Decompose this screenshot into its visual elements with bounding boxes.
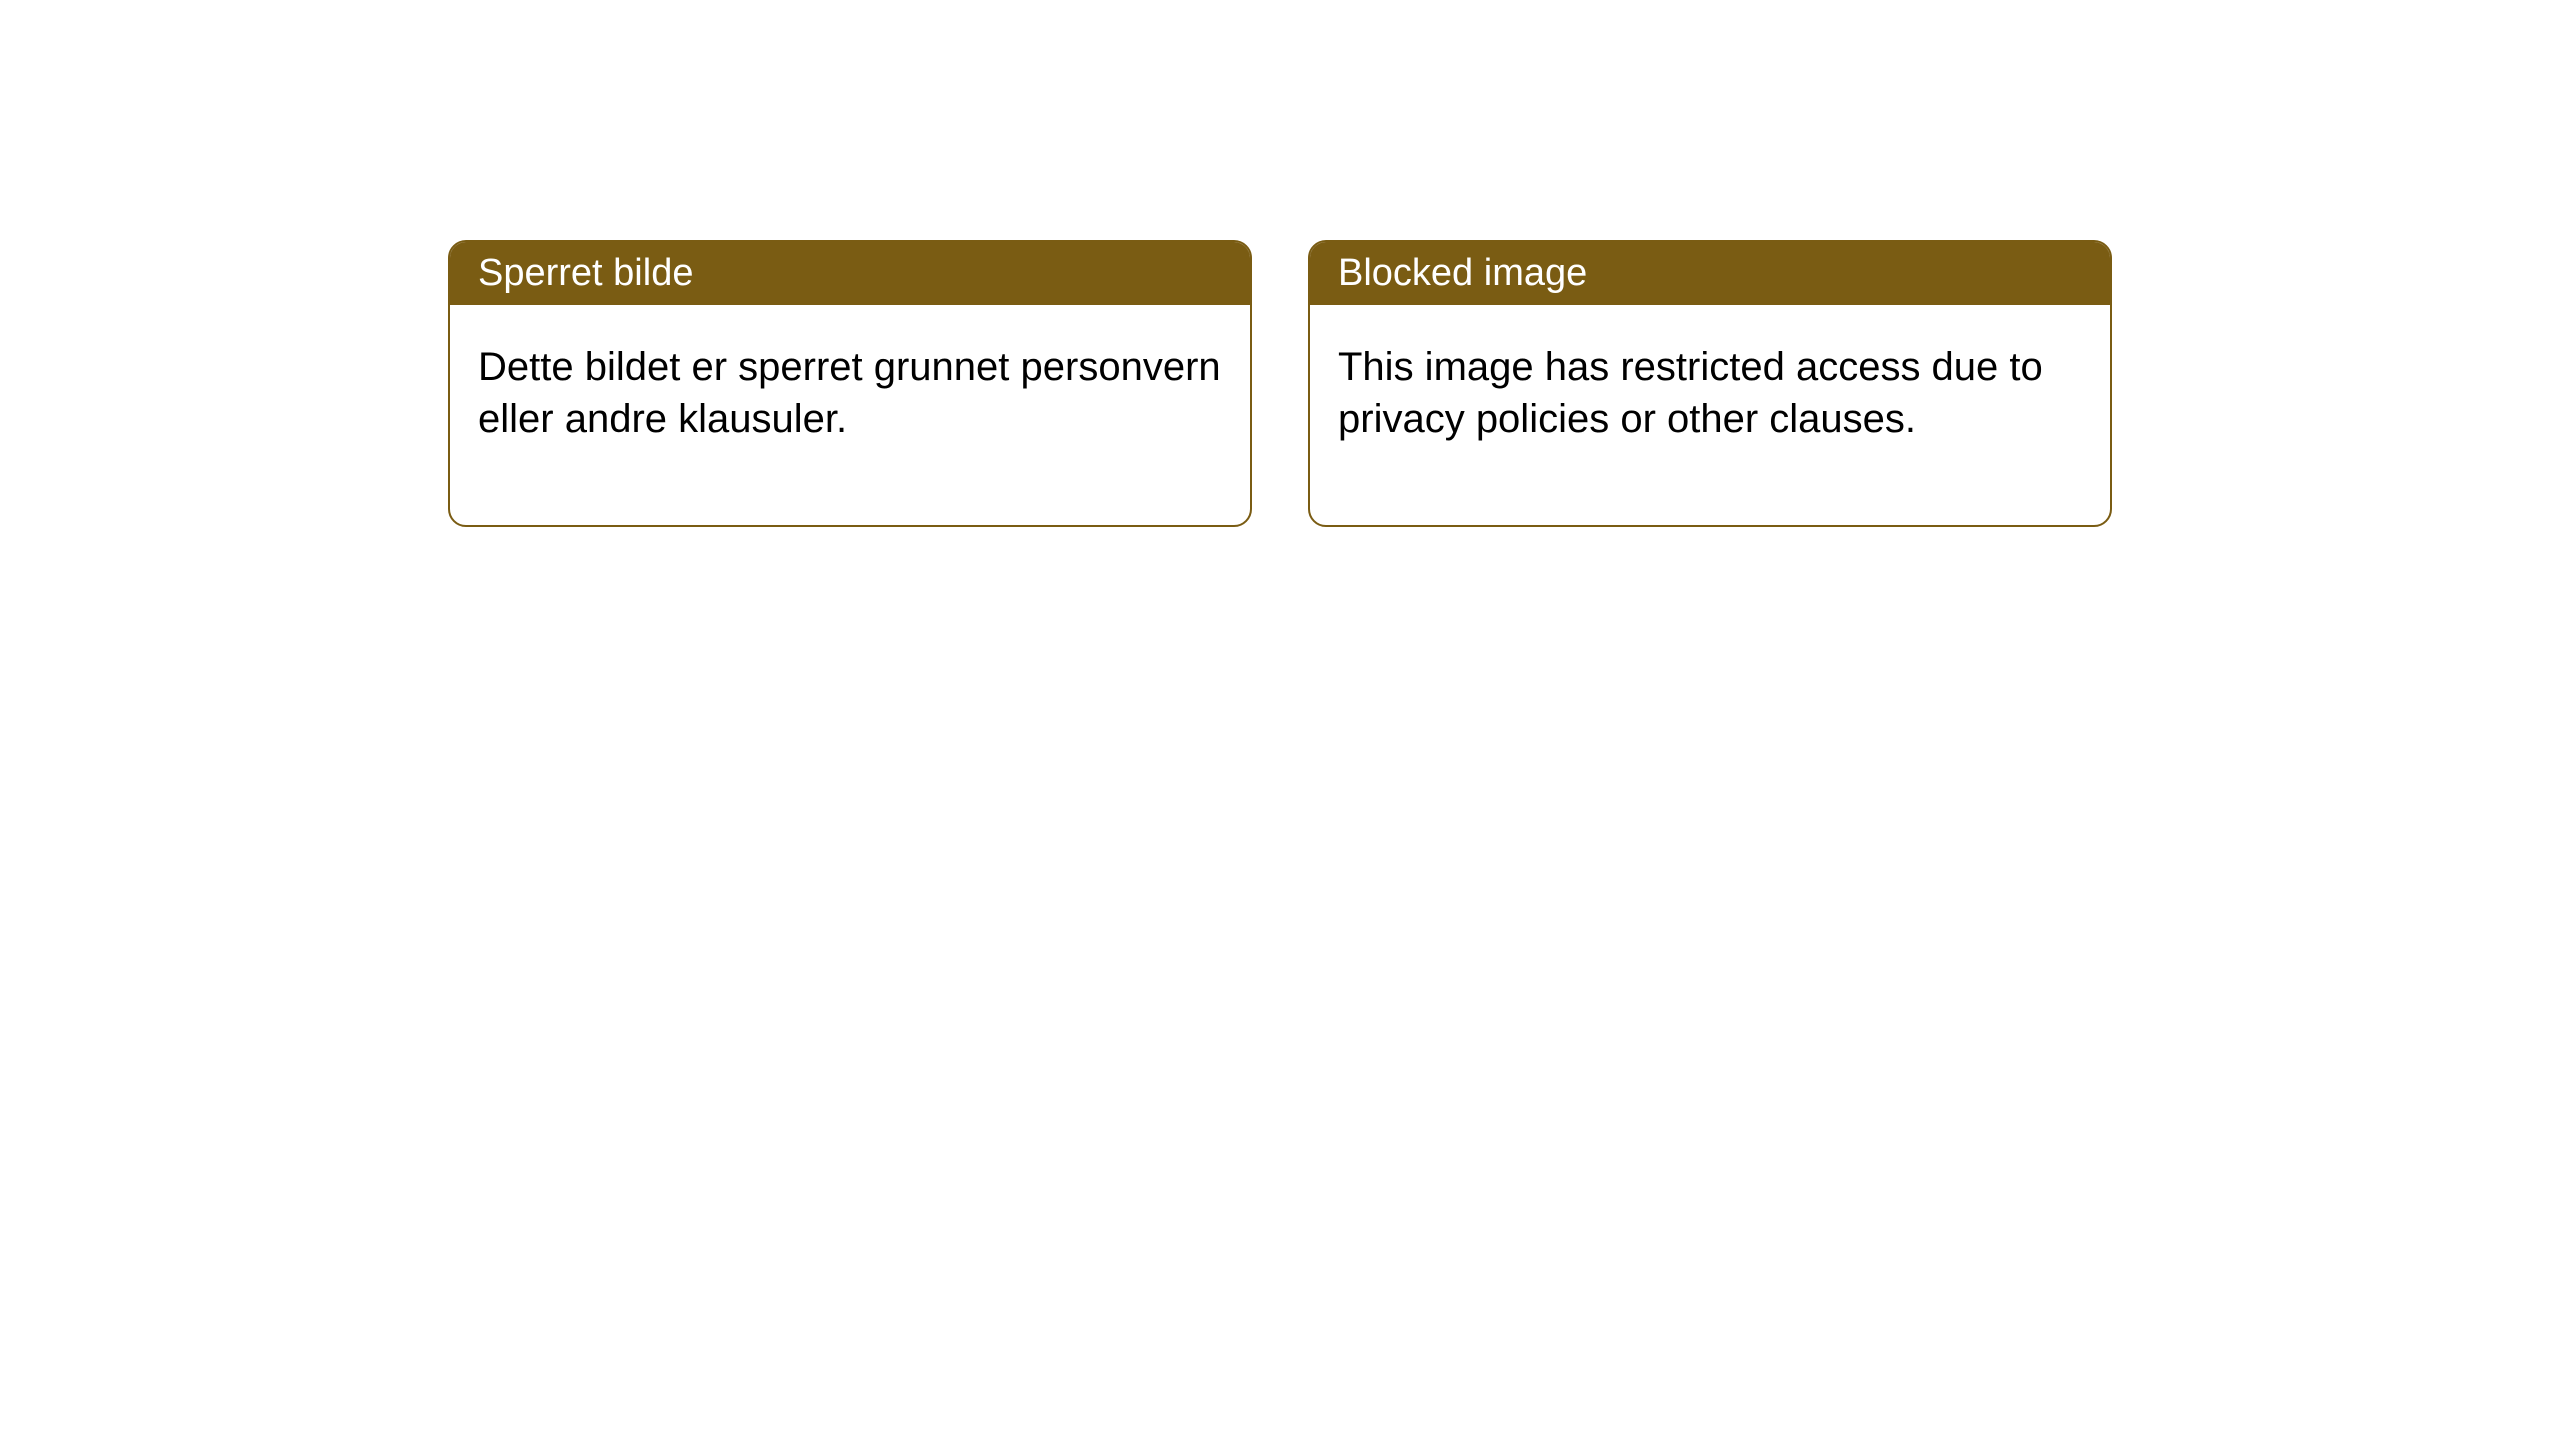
card-body: This image has restricted access due to … — [1310, 305, 2110, 525]
card-title: Blocked image — [1338, 252, 1587, 294]
notice-card-norwegian: Sperret bilde Dette bildet er sperret gr… — [448, 240, 1252, 527]
card-body-text: Dette bildet er sperret grunnet personve… — [478, 345, 1221, 441]
card-body: Dette bildet er sperret grunnet personve… — [450, 305, 1250, 525]
notice-card-english: Blocked image This image has restricted … — [1308, 240, 2112, 527]
card-body-text: This image has restricted access due to … — [1338, 345, 2043, 441]
notice-container: Sperret bilde Dette bildet er sperret gr… — [0, 0, 2560, 527]
card-header: Blocked image — [1310, 242, 2110, 305]
card-title: Sperret bilde — [478, 252, 693, 294]
card-header: Sperret bilde — [450, 242, 1250, 305]
